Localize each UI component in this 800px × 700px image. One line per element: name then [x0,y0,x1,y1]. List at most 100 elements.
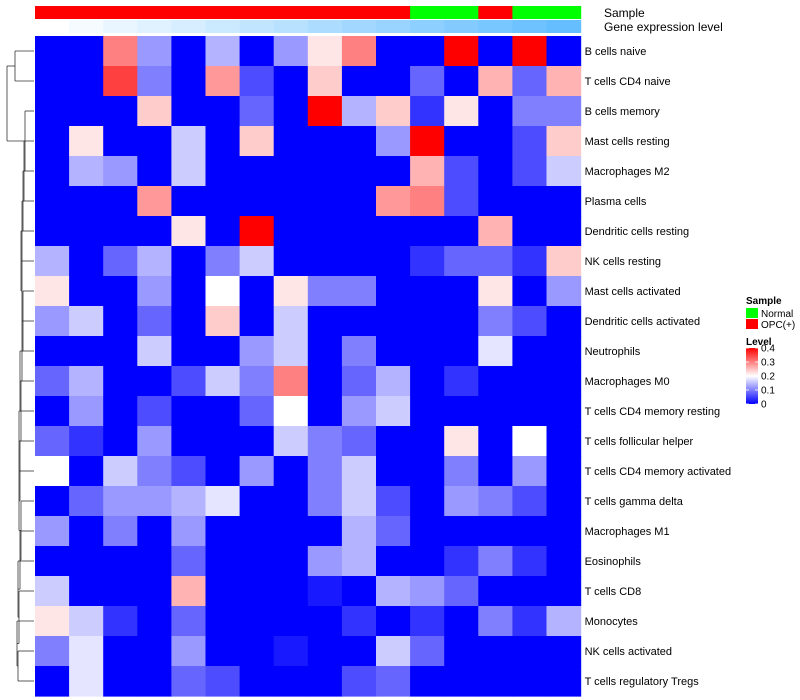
heatmap-cell [205,96,241,127]
heatmap-cell [410,666,445,697]
heatmap-cell [69,546,104,577]
heatmap-cell [137,636,172,667]
heatmap-cell [546,516,582,547]
heatmap-cell [307,186,343,217]
heatmap-cell [478,606,513,637]
expression-annotation-bar [35,20,582,33]
heatmap-cell [444,516,479,547]
row-label: T cells regulatory Tregs [585,676,700,688]
heatmap-cell [103,516,138,547]
heatmap-cell [239,366,275,397]
heatmap-cell [478,66,513,97]
expression-annotation-cell [103,20,138,33]
heatmap-cells [35,36,582,697]
heatmap-cell [410,546,445,577]
heatmap-cell [376,246,411,277]
heatmap-cell [444,336,479,367]
heatmap-cell [478,576,513,607]
heatmap-cell [69,216,104,247]
heatmap-cell [512,576,548,607]
heatmap-cell [171,546,207,577]
heatmap-cell [273,426,309,457]
heatmap-cell [103,396,138,427]
heatmap-cell [444,306,479,337]
heatmap-cell [410,186,445,217]
heatmap-cell [35,366,70,397]
row-label: Dendritic cells activated [585,316,701,328]
heatmap-cell [307,336,343,367]
heatmap-cell [273,336,309,367]
heatmap-cell [376,276,411,307]
heatmap-cell [512,306,548,337]
heatmap-cell [307,486,343,517]
heatmap-cell [103,426,138,457]
expression-annotation-cell [341,20,377,33]
heatmap-cell [512,366,548,397]
heatmap-cell [478,366,513,397]
heatmap-cell [376,36,411,67]
heatmap-cell [35,546,70,577]
sample-annotation-cell [273,6,309,19]
heatmap-cell [273,216,309,247]
heatmap-cell [273,606,309,637]
heatmap-cell [69,96,104,127]
heatmap-cell [205,636,241,667]
heatmap-cell [512,486,548,517]
heatmap-cell [341,396,377,427]
heatmap-cell [307,126,343,157]
level-legend-tick-label: 0.3 [761,358,775,369]
heatmap-cell [376,336,411,367]
expression-annotation-cell [410,20,445,33]
heatmap-cell [239,516,275,547]
heatmap-cell [171,336,207,367]
heatmap-cell [512,156,548,187]
row-label: T cells CD4 memory resting [585,406,721,418]
heatmap-cell [376,666,411,697]
heatmap-cell [205,456,241,487]
heatmap-cell [239,546,275,577]
heatmap-cell [376,576,411,607]
heatmap-cell [35,156,70,187]
sample-annotation-cell [307,6,343,19]
heatmap-cell [35,666,70,697]
heatmap-cell [171,66,207,97]
heatmap-cell [35,66,70,97]
heatmap-cell [239,126,275,157]
row-label: Macrophages M2 [585,166,670,178]
heatmap-cell [512,546,548,577]
sample-annotation-cell [478,6,513,19]
heatmap-cell [444,666,479,697]
heatmap-cell [444,156,479,187]
heatmap-cell [69,456,104,487]
heatmap-cell [137,216,172,247]
heatmap-cell [444,216,479,247]
heatmap-cell [171,186,207,217]
heatmap-cell [410,486,445,517]
heatmap-cell [512,66,548,97]
heatmap-cell [444,96,479,127]
heatmap-cell [444,636,479,667]
sample-annotation-cell [410,6,445,19]
heatmap-cell [410,636,445,667]
row-label: T cells CD4 naive [585,76,671,88]
heatmap-cell [69,486,104,517]
heatmap-cell [546,36,582,67]
heatmap-cell [444,36,479,67]
heatmap-cell [307,426,343,457]
heatmap-cell [444,486,479,517]
heatmap-cell [137,36,172,67]
heatmap-cell [239,426,275,457]
heatmap-cell [171,636,207,667]
heatmap-cell [444,396,479,427]
heatmap-cell [478,216,513,247]
sample-annotation-cell [546,6,582,19]
heatmap-cell [410,456,445,487]
heatmap-cell [341,606,377,637]
sample-annotation-cell [171,6,207,19]
heatmap-cell [307,66,343,97]
row-label: Plasma cells [585,196,647,208]
heatmap-cell [239,486,275,517]
heatmap-cell [341,636,377,667]
heatmap-cell [171,516,207,547]
